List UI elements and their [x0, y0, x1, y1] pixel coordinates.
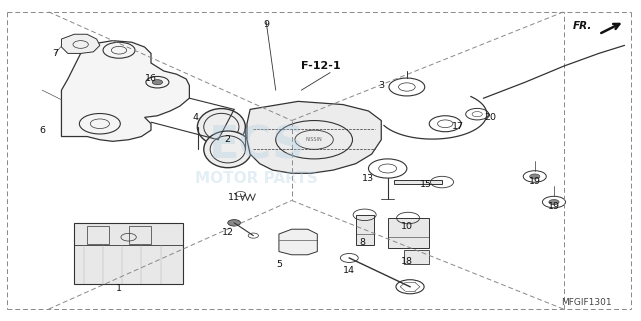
Bar — [388, 218, 429, 248]
Text: 3: 3 — [378, 81, 385, 90]
Circle shape — [228, 220, 240, 226]
Text: 2: 2 — [225, 135, 231, 144]
Bar — [356, 215, 374, 245]
Text: F-12-1: F-12-1 — [301, 61, 340, 71]
Text: 17: 17 — [452, 122, 464, 131]
Text: 11: 11 — [228, 193, 240, 202]
Bar — [87, 226, 110, 244]
Text: 18: 18 — [401, 257, 413, 266]
Text: 19: 19 — [548, 202, 560, 211]
Text: 7: 7 — [52, 49, 58, 58]
Text: 14: 14 — [344, 266, 355, 275]
Text: 20: 20 — [484, 113, 496, 122]
Text: 1: 1 — [116, 284, 122, 293]
Circle shape — [153, 80, 163, 85]
Text: 5: 5 — [276, 260, 282, 269]
Circle shape — [529, 174, 540, 179]
Bar — [394, 180, 442, 185]
Bar — [129, 226, 151, 244]
Ellipse shape — [197, 108, 246, 145]
Text: 6: 6 — [39, 126, 46, 134]
Text: 13: 13 — [362, 174, 374, 183]
Text: 8: 8 — [359, 238, 365, 247]
Ellipse shape — [204, 131, 252, 168]
Text: 19: 19 — [529, 177, 541, 186]
Text: 9: 9 — [263, 20, 269, 29]
Text: MFGIF1301: MFGIF1301 — [561, 298, 612, 307]
Text: NISSIN: NISSIN — [306, 137, 322, 142]
Text: ECS: ECS — [208, 125, 304, 168]
Text: 10: 10 — [401, 221, 413, 230]
Polygon shape — [62, 34, 100, 53]
Text: 15: 15 — [420, 180, 432, 189]
Bar — [404, 250, 429, 265]
Text: MOTOR PARTS: MOTOR PARTS — [195, 170, 318, 186]
Polygon shape — [279, 229, 317, 255]
Polygon shape — [74, 223, 183, 283]
Text: 12: 12 — [222, 228, 234, 237]
Text: 4: 4 — [193, 113, 199, 122]
Text: FR.: FR. — [573, 21, 592, 31]
Circle shape — [549, 199, 559, 204]
Text: 16: 16 — [145, 74, 157, 83]
Polygon shape — [247, 101, 381, 173]
Polygon shape — [62, 41, 189, 141]
